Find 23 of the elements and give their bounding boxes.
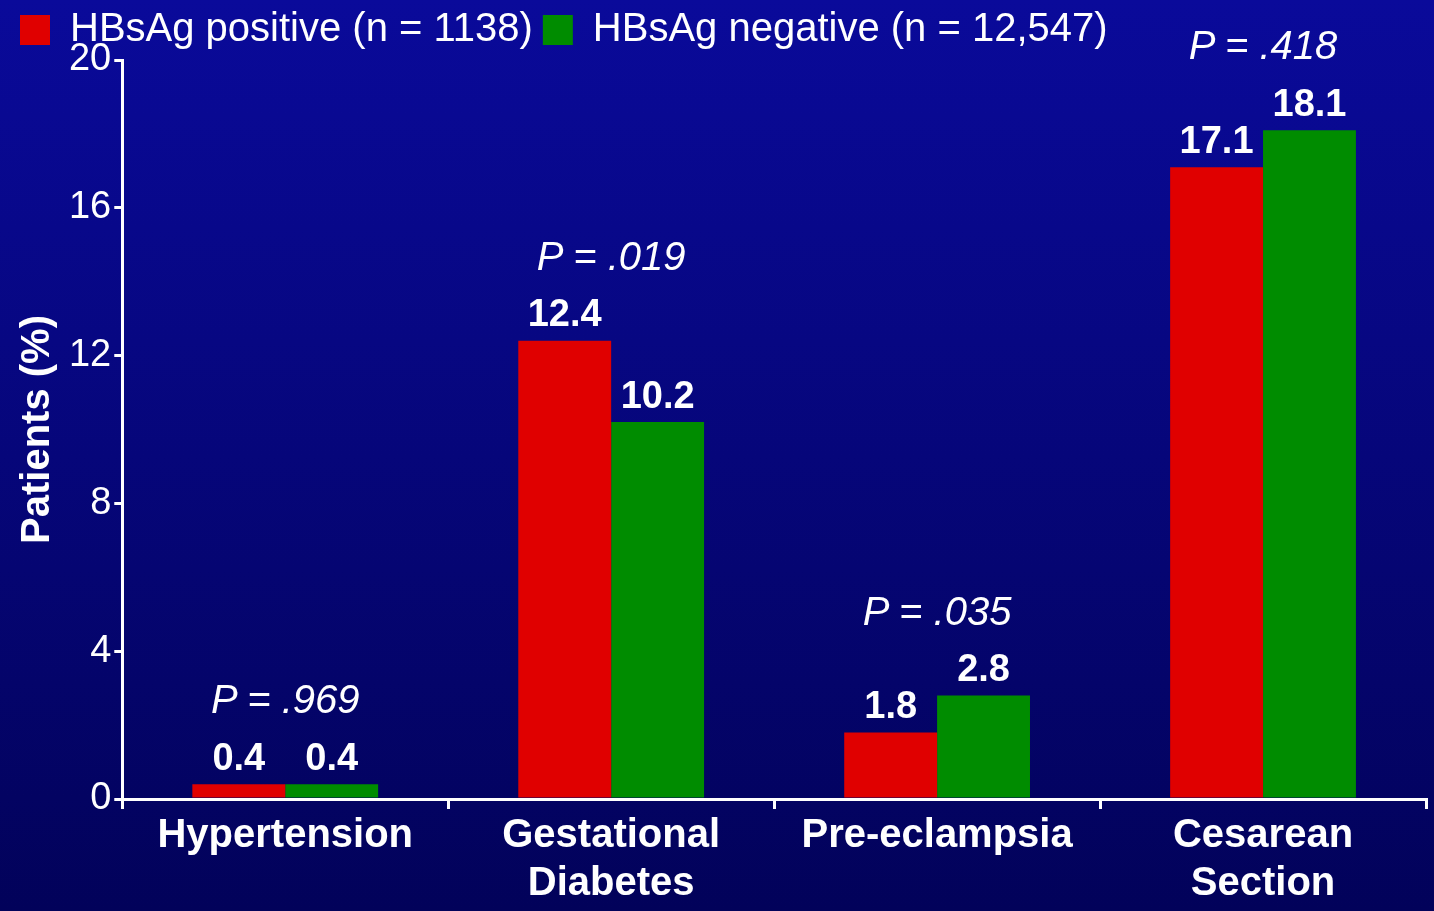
annotation: P = .019 <box>536 233 686 278</box>
y-tick-label: 0 <box>90 775 112 818</box>
data-label: 17.1 <box>1179 118 1254 161</box>
data-label: 0.4 <box>305 735 359 778</box>
y-tick-label: 4 <box>90 627 112 670</box>
y-tick-label: 12 <box>68 332 112 375</box>
data-label: 2.8 <box>957 647 1010 690</box>
x-tick-label: Cesarean Section <box>1172 811 1354 904</box>
x-tick-label: Pre-eclampsia <box>801 811 1074 856</box>
legend-label: HBsAg negative (n = 12,547) <box>592 5 1108 50</box>
x-tick-label: Hypertension <box>157 811 414 856</box>
data-label: 1.8 <box>864 683 918 726</box>
annotation: P = .969 <box>210 677 360 722</box>
x-tick-label: Gestational Diabetes <box>502 811 721 904</box>
annotation: P = .035 <box>862 588 1013 633</box>
y-axis-title: Patients (%) <box>13 315 58 544</box>
y-tick-label: 16 <box>68 184 112 227</box>
data-label: 0.4 <box>212 735 266 778</box>
data-label: 12.4 <box>527 292 602 335</box>
data-label: 18.1 <box>1272 81 1347 124</box>
data-label: 10.2 <box>620 373 695 416</box>
annotation: P = .418 <box>1188 23 1339 68</box>
y-tick-label: 8 <box>90 479 112 522</box>
